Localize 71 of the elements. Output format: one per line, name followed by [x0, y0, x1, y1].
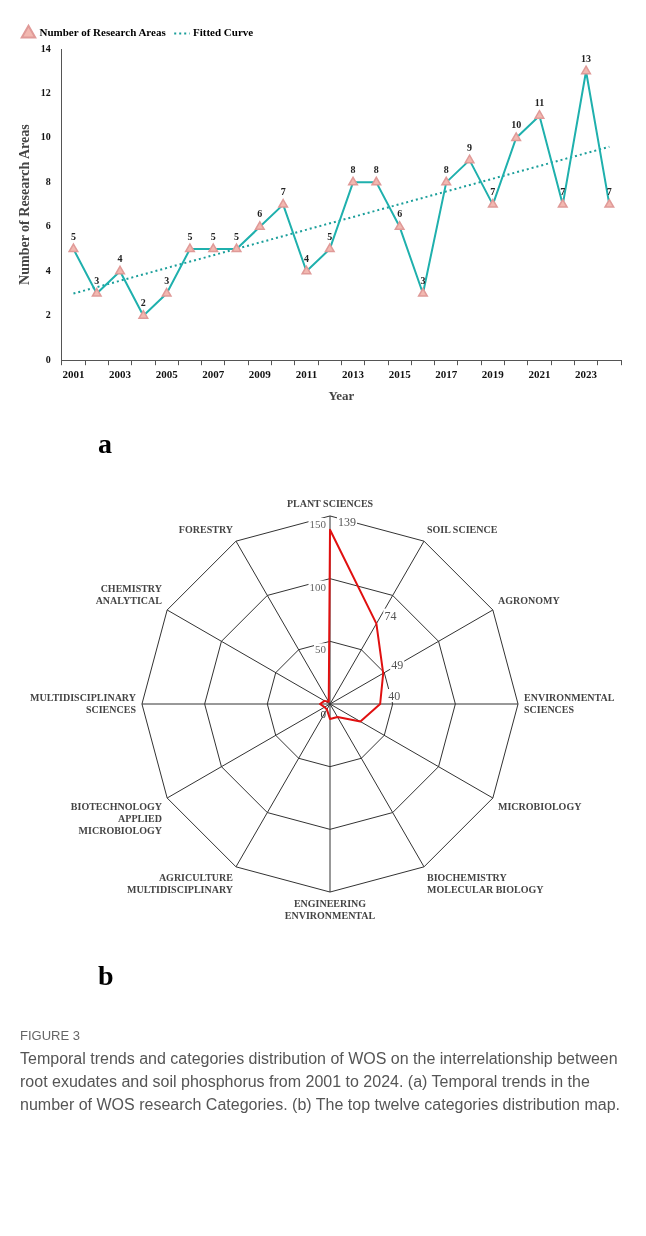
x-axis-title: Year — [328, 387, 355, 403]
x-tick-label: 2023 — [575, 367, 598, 380]
y-tick-label: 50 — [315, 643, 327, 656]
spoke-label: AGRICULTURE MULTIDISCIPLINARY — [127, 871, 234, 895]
data-label: 74 — [384, 608, 397, 623]
x-tick-label: 2001 — [62, 367, 85, 380]
data-label: 49 — [391, 658, 404, 673]
spoke-label: ENVIRONMENTAL SCIENCES — [524, 691, 615, 715]
data-label: 5 — [210, 230, 216, 242]
data-label: 13 — [581, 52, 592, 64]
legend-label: Fitted Curve — [192, 26, 254, 39]
y-tick-label: 10 — [40, 131, 51, 143]
data-label: 6 — [397, 208, 403, 220]
data-label: 5 — [234, 230, 240, 242]
x-tick-label: 2007 — [202, 367, 225, 380]
x-tick-label: 2009 — [248, 367, 272, 380]
legend-label: Number of Research Areas — [39, 26, 167, 39]
y-tick-label: 4 — [45, 264, 51, 276]
y-tick-label: 100 — [309, 580, 327, 593]
data-label: 7 — [606, 186, 612, 198]
data-label: 8 — [373, 163, 379, 175]
y-tick-label: 2 — [45, 309, 51, 321]
y-tick-label: 0 — [320, 708, 327, 720]
text: b — [97, 959, 115, 993]
text: Temporal trends and categories distribution of WOS on the interrelationship between root exudates and soil phosphorus from 2001 to 2024. (a) Temporal trends in the number of WOS research Categories. (b) The top twelve categories distribution map. — [20, 1049, 621, 1116]
y-tick-label: 0 — [45, 353, 51, 365]
data-label: 5 — [327, 230, 333, 242]
spoke-label: AGRONOMY — [498, 594, 561, 606]
data-label: 7 — [490, 186, 496, 198]
data-label: 7 — [280, 186, 286, 198]
x-tick-label: 2021 — [528, 367, 551, 380]
data-label: 5 — [187, 230, 193, 242]
data-label: 6 — [257, 208, 263, 220]
caption: FIGURE 3 — [20, 1028, 81, 1043]
y-tick-label: 6 — [45, 220, 51, 232]
spoke-label: ENGINEERING ENVIRONMENTAL — [284, 897, 376, 921]
data-label: 40 — [388, 689, 401, 703]
data-label: 3 — [94, 275, 100, 287]
data-label: 7 — [560, 186, 566, 198]
data-label: 4 — [117, 252, 123, 264]
data-label: 8 — [443, 163, 449, 175]
data-label: 10 — [511, 119, 522, 131]
spoke-label: FORESTRY — [178, 523, 234, 535]
data-label: 3 — [164, 275, 170, 287]
y-tick-label: 150 — [309, 517, 327, 530]
y-tick-label: 14 — [40, 42, 51, 54]
spoke-label: MULTIDISCIPLINARY SCIENCES — [30, 691, 137, 715]
data-label: 139 — [338, 514, 356, 529]
data-label: 11 — [534, 97, 545, 109]
y-tick-label: 8 — [45, 175, 51, 187]
spoke-label: SOIL SCIENCE — [427, 523, 498, 535]
x-tick-label: 2003 — [109, 367, 132, 380]
data-label: 8 — [350, 163, 356, 175]
y-tick-label: 12 — [40, 87, 51, 99]
spoke-label: BIOTECHNOLOGY APPLIED MICROBIOLOGY — [70, 800, 163, 836]
x-tick-label: 2013 — [342, 367, 365, 380]
x-tick-label: 2019 — [481, 367, 505, 380]
spoke-label: CHEMISTRY ANALYTICAL — [95, 582, 163, 606]
y-axis-title: Number of Research Areas — [17, 123, 33, 285]
data-label: 9 — [467, 141, 473, 153]
x-tick-label: 2011 — [295, 367, 318, 380]
data-label: 5 — [70, 230, 76, 242]
spoke-label: MICROBIOLOGY — [498, 800, 583, 812]
x-tick-label: 2017 — [435, 367, 458, 380]
spoke-label: BIOCHEMISTRY MOLECULAR BIOLOGY — [427, 871, 545, 895]
x-tick-label: 2005 — [155, 367, 179, 380]
data-label: 3 — [420, 275, 426, 287]
text: a — [97, 427, 113, 461]
spoke-label: PLANT SCIENCES — [286, 497, 374, 509]
x-tick-label: 2015 — [388, 367, 412, 380]
data-label: 2 — [140, 297, 146, 309]
